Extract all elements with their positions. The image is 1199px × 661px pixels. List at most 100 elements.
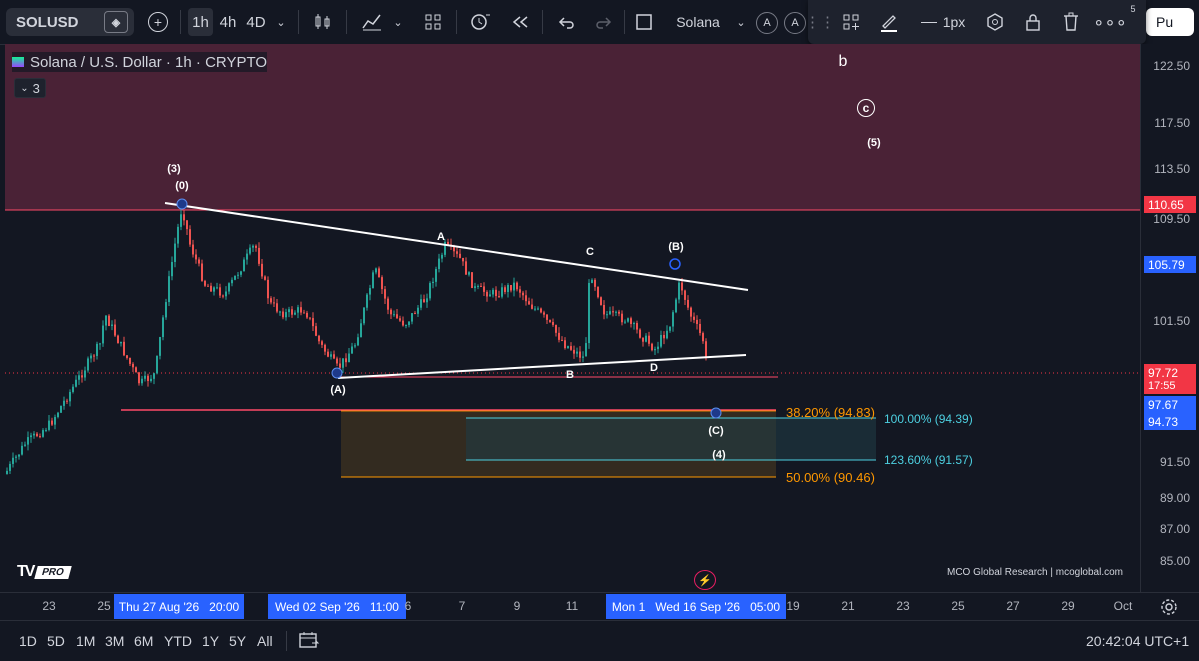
layout-grid-icon[interactable] [420,8,446,36]
wave-label-3[interactable]: (3) [167,163,181,175]
candle-body [411,313,413,322]
pivot-marker[interactable] [331,367,343,379]
pivot-marker[interactable] [710,407,722,419]
range-all[interactable]: All [257,633,273,649]
candle-body [414,313,416,315]
candle-body [144,375,146,379]
chart-name-label[interactable]: Solana [676,14,720,30]
undo-icon[interactable] [552,8,580,36]
range-1d[interactable]: 1D [19,633,37,649]
range-3m[interactable]: 3M [105,633,125,649]
fullscreen-square-icon[interactable] [632,8,656,36]
wave-label-b-minor[interactable]: b [838,53,848,70]
diamond-icon[interactable]: ◈ [104,11,128,33]
interval-4d[interactable]: 4D [246,13,266,31]
trash-icon[interactable] [1058,8,1084,36]
indicators-chevron-icon[interactable]: ⌄ [393,16,403,29]
lightning-icon[interactable]: ⚡ [694,570,716,590]
interval-1h[interactable]: 1h [188,8,213,36]
candle-body [33,433,35,436]
wave-label-circled-c[interactable]: c [857,99,875,117]
redo-icon[interactable] [590,8,618,36]
pencil-color-icon[interactable] [876,8,902,36]
candle-body [303,312,305,314]
time-range-mid[interactable]: Wed 02 Sep '26 11:00 [268,594,406,619]
range-5y[interactable]: 5Y [229,633,247,649]
range-ytd[interactable]: YTD [164,633,192,649]
wave-label-a[interactable]: A [437,231,445,243]
indicators-toggle-button[interactable]: ⌄ 3 [14,78,46,98]
wave-label-0[interactable]: (0) [175,180,189,192]
wave-label-c[interactable]: C [586,246,594,258]
circle-a-icon-2[interactable]: A [784,12,806,34]
candle-body [135,367,137,373]
price-label: 91.50 [1159,455,1190,469]
candle-body [522,292,524,296]
time-range-end[interactable]: Mon 1 Wed 16 Sep '26 05:00 [606,594,786,619]
wave-label-b[interactable]: B [566,369,574,381]
line-width-label: 1px [942,14,966,30]
pivot-marker[interactable] [176,198,188,210]
candle-body [369,288,371,295]
indicators-icon[interactable] [358,8,386,36]
symbol-search[interactable]: SOLUSD ◈ [6,8,134,36]
interval-dropdown-chevron-icon[interactable]: ⌄ [276,16,286,29]
add-symbol-button[interactable]: + [144,8,172,36]
candle-body [84,370,86,378]
settings-hexagon-icon[interactable] [982,8,1008,36]
end-date: Wed 16 Sep '26 [655,599,741,614]
interval-4h[interactable]: 4h [219,13,237,31]
candle-body [363,307,365,324]
publish-button[interactable]: Pu [1146,8,1194,36]
candle-body [210,285,212,292]
range-6m[interactable]: 6M [134,633,154,649]
drag-handle-icon[interactable]: ⋮⋮ [805,14,835,31]
price-chart[interactable] [5,44,1140,592]
candle-body [15,456,17,458]
time-range-start[interactable]: Thu 27 Aug '26 20:00 [114,594,244,619]
line-width-button[interactable]: 1px [914,8,972,36]
candle-body [288,309,290,313]
candle-body [432,281,434,284]
wave-label-d[interactable]: D [650,362,658,374]
more-dots-icon[interactable]: ∘∘∘ [1093,11,1127,32]
symbol-name: SOLUSD [16,13,79,31]
tradingview-logo[interactable]: TV PRO [17,563,72,581]
chart-name-chevron-icon[interactable]: ⌄ [736,16,746,29]
scale-settings-gear-icon[interactable] [1160,598,1178,621]
candle-body [117,335,119,344]
wave-label-a-paren[interactable]: (A) [330,384,346,396]
candle-body [384,289,386,299]
candle-body [687,299,689,308]
wave-label-c-paren[interactable]: (C) [708,425,724,437]
date-range-calendar-icon[interactable] [298,630,320,655]
wave-label-5[interactable]: (5) [867,137,881,149]
alert-clock-icon[interactable] [466,8,494,36]
wave-label-b-paren[interactable]: (B) [668,241,684,253]
price-tag-crosshair: 97.67 [1144,396,1196,413]
wave-label-4[interactable]: (4) [712,449,726,461]
template-grid-icon[interactable] [838,8,864,36]
replay-icon[interactable] [506,8,534,36]
chart-legend[interactable]: Solana / U.S. Dollar · 1h · CRYPTO [12,52,268,72]
candle-body [87,358,89,371]
candle-body [273,302,275,304]
time-scale[interactable]: 23 25 Thu 27 Aug '26 20:00 Wed 02 Sep '2… [0,592,1199,621]
candle-body [540,308,542,313]
time-label: 23 [896,599,910,613]
range-1m[interactable]: 1M [76,633,96,649]
candle-body [225,291,227,297]
candles-icon[interactable] [310,8,336,36]
pivot-marker[interactable] [669,258,681,270]
range-1y[interactable]: 1Y [202,633,220,649]
clock-timezone[interactable]: 20:42:04 UTC+1 [1086,633,1190,649]
lock-icon[interactable] [1020,8,1046,36]
candle-body [102,325,104,344]
range-5d[interactable]: 5D [47,633,65,649]
price-tag-b: 105.79 [1144,256,1196,273]
price-label: 122.50 [1153,59,1190,73]
start-date: Thu 27 Aug '26 [118,599,200,614]
price-scale[interactable]: 122.50 117.50 113.50 109.50 101.50 91.50… [1140,44,1199,592]
price-tag-resistance: 110.65 [1144,196,1196,213]
circle-a-icon[interactable]: A [756,12,778,34]
